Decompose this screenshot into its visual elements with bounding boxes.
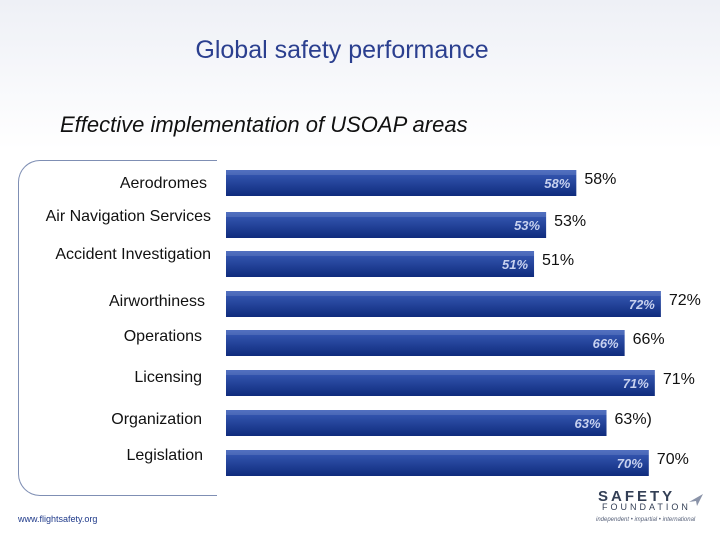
- bar-value-label: 66%: [633, 331, 665, 348]
- category-label: Organization: [111, 411, 202, 428]
- logo-foundation: FOUNDATION: [602, 502, 691, 512]
- bar-organization: [226, 410, 607, 436]
- category-label: Licensing: [134, 369, 202, 386]
- chart-subtitle: Effective implementation of USOAP areas: [60, 112, 468, 137]
- bar-value-label: 72%: [669, 292, 701, 309]
- bar-value-label: 70%: [657, 451, 689, 468]
- bar-inner-value-label: 66%: [593, 336, 619, 351]
- bar-value-label: 58%: [584, 171, 616, 188]
- slide-title: Global safety performance: [195, 36, 489, 64]
- safety-foundation-logo: SAFETY FOUNDATION independent • impartia…: [588, 480, 708, 530]
- bar-airworthiness: [226, 291, 661, 317]
- bar-highlight: [226, 330, 625, 335]
- category-label: Operations: [124, 328, 202, 345]
- bar-accident-investigation: [226, 251, 535, 277]
- bar-highlight: [226, 410, 607, 415]
- category-label: Aerodromes: [120, 175, 207, 192]
- bar-highlight: [226, 450, 649, 455]
- category-label: Air Navigation Services: [46, 208, 211, 225]
- bar-aerodromes: [226, 170, 577, 196]
- header-background: [0, 0, 720, 150]
- bar-highlight: [226, 251, 535, 256]
- bar-highlight: [226, 291, 661, 296]
- bar-inner-value-label: 71%: [623, 376, 649, 391]
- footer-url[interactable]: www.flightsafety.org: [18, 514, 98, 524]
- category-label: Accident Investigation: [55, 246, 211, 263]
- bar-operations: [226, 330, 625, 356]
- plane-icon: [689, 494, 703, 506]
- logo-word: SAFETY: [598, 488, 676, 505]
- bar-value-label: 71%: [663, 371, 695, 388]
- bar-inner-value-label: 53%: [514, 218, 540, 233]
- bar-chart: Aerodromes 58% 58% Air Navigation Services 5…: [46, 170, 701, 476]
- logo-tagline: independent • impartial • international: [596, 517, 696, 523]
- bar-value-label: 53%: [554, 213, 586, 230]
- category-label: Airworthiness: [109, 293, 205, 310]
- bar-air-navigation-services: [226, 212, 547, 238]
- category-label: Legislation: [127, 447, 204, 464]
- bar-inner-value-label: 72%: [629, 297, 655, 312]
- bar-highlight: [226, 170, 577, 175]
- bar-inner-value-label: 63%: [574, 416, 600, 431]
- bar-inner-value-label: 58%: [544, 176, 570, 191]
- bar-value-label: 63%): [615, 411, 652, 428]
- bar-value-label: 51%: [542, 252, 574, 269]
- bar-licensing: [226, 370, 655, 396]
- bar-inner-value-label: 70%: [617, 456, 643, 471]
- bar-inner-value-label: 51%: [502, 257, 528, 272]
- bar-highlight: [226, 212, 547, 217]
- bar-legislation: [226, 450, 649, 476]
- bar-highlight: [226, 370, 655, 375]
- category-label-frame: [18, 160, 217, 496]
